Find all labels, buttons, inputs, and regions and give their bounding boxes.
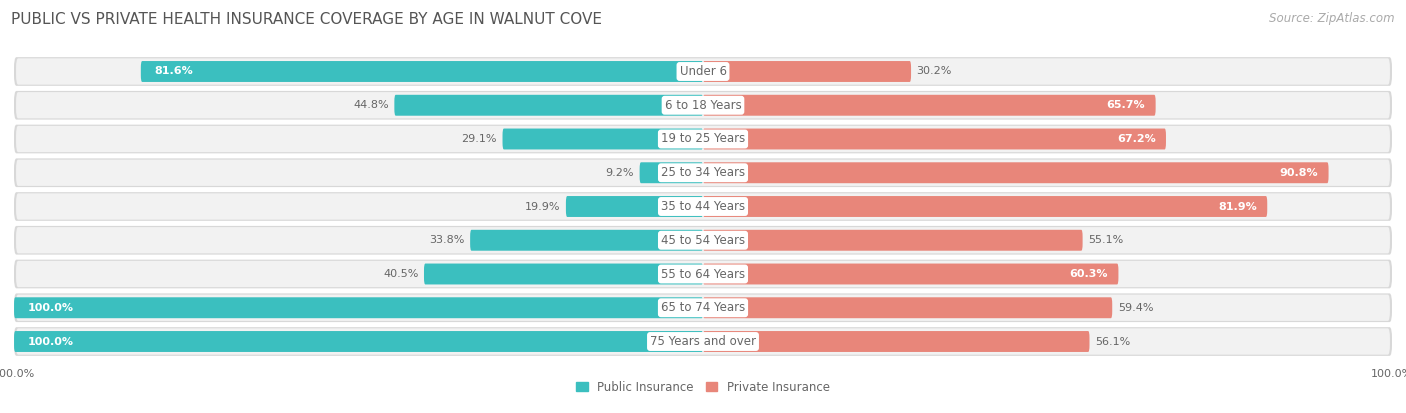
- Text: 90.8%: 90.8%: [1279, 168, 1319, 178]
- FancyBboxPatch shape: [14, 297, 703, 318]
- FancyBboxPatch shape: [14, 331, 703, 352]
- FancyBboxPatch shape: [15, 159, 1391, 186]
- Text: PUBLIC VS PRIVATE HEALTH INSURANCE COVERAGE BY AGE IN WALNUT COVE: PUBLIC VS PRIVATE HEALTH INSURANCE COVER…: [11, 12, 602, 27]
- Text: 67.2%: 67.2%: [1116, 134, 1156, 144]
- Text: 55.1%: 55.1%: [1088, 235, 1123, 245]
- FancyBboxPatch shape: [394, 95, 703, 116]
- FancyBboxPatch shape: [425, 263, 703, 285]
- Legend: Public Insurance, Private Insurance: Public Insurance, Private Insurance: [571, 376, 835, 399]
- FancyBboxPatch shape: [14, 226, 1392, 254]
- FancyBboxPatch shape: [703, 162, 1329, 183]
- Text: 45 to 54 Years: 45 to 54 Years: [661, 234, 745, 247]
- Text: 44.8%: 44.8%: [353, 100, 389, 110]
- FancyBboxPatch shape: [703, 128, 1166, 150]
- Text: Under 6: Under 6: [679, 65, 727, 78]
- FancyBboxPatch shape: [15, 227, 1391, 254]
- FancyBboxPatch shape: [14, 192, 1392, 221]
- FancyBboxPatch shape: [15, 193, 1391, 220]
- FancyBboxPatch shape: [703, 95, 1156, 116]
- FancyBboxPatch shape: [141, 61, 703, 82]
- FancyBboxPatch shape: [703, 61, 911, 82]
- FancyBboxPatch shape: [703, 331, 1090, 352]
- Text: 55 to 64 Years: 55 to 64 Years: [661, 268, 745, 280]
- Text: 40.5%: 40.5%: [382, 269, 419, 279]
- Text: 9.2%: 9.2%: [606, 168, 634, 178]
- FancyBboxPatch shape: [565, 196, 703, 217]
- FancyBboxPatch shape: [15, 58, 1391, 85]
- FancyBboxPatch shape: [14, 91, 1392, 120]
- FancyBboxPatch shape: [502, 128, 703, 150]
- FancyBboxPatch shape: [14, 125, 1392, 153]
- FancyBboxPatch shape: [470, 230, 703, 251]
- FancyBboxPatch shape: [15, 92, 1391, 119]
- Text: 65 to 74 Years: 65 to 74 Years: [661, 301, 745, 314]
- Text: 100.0%: 100.0%: [28, 337, 75, 347]
- Text: 60.3%: 60.3%: [1070, 269, 1108, 279]
- Text: 75 Years and over: 75 Years and over: [650, 335, 756, 348]
- Text: 56.1%: 56.1%: [1095, 337, 1130, 347]
- FancyBboxPatch shape: [703, 297, 1112, 318]
- Text: 100.0%: 100.0%: [28, 303, 75, 313]
- Text: 81.9%: 81.9%: [1218, 202, 1257, 211]
- FancyBboxPatch shape: [703, 263, 1118, 285]
- Text: 81.6%: 81.6%: [155, 66, 194, 76]
- FancyBboxPatch shape: [14, 57, 1392, 86]
- FancyBboxPatch shape: [640, 162, 703, 183]
- FancyBboxPatch shape: [14, 293, 1392, 322]
- Text: 25 to 34 Years: 25 to 34 Years: [661, 166, 745, 179]
- FancyBboxPatch shape: [14, 327, 1392, 356]
- FancyBboxPatch shape: [14, 260, 1392, 288]
- FancyBboxPatch shape: [15, 294, 1391, 321]
- Text: 19.9%: 19.9%: [524, 202, 561, 211]
- Text: Source: ZipAtlas.com: Source: ZipAtlas.com: [1270, 12, 1395, 25]
- FancyBboxPatch shape: [14, 159, 1392, 187]
- Text: 65.7%: 65.7%: [1107, 100, 1146, 110]
- Text: 30.2%: 30.2%: [917, 66, 952, 76]
- Text: 6 to 18 Years: 6 to 18 Years: [665, 99, 741, 112]
- Text: 59.4%: 59.4%: [1118, 303, 1153, 313]
- FancyBboxPatch shape: [15, 126, 1391, 152]
- Text: 19 to 25 Years: 19 to 25 Years: [661, 133, 745, 145]
- Text: 33.8%: 33.8%: [429, 235, 464, 245]
- Text: 35 to 44 Years: 35 to 44 Years: [661, 200, 745, 213]
- Text: 29.1%: 29.1%: [461, 134, 496, 144]
- FancyBboxPatch shape: [15, 261, 1391, 287]
- FancyBboxPatch shape: [703, 196, 1267, 217]
- FancyBboxPatch shape: [703, 230, 1083, 251]
- FancyBboxPatch shape: [15, 328, 1391, 355]
